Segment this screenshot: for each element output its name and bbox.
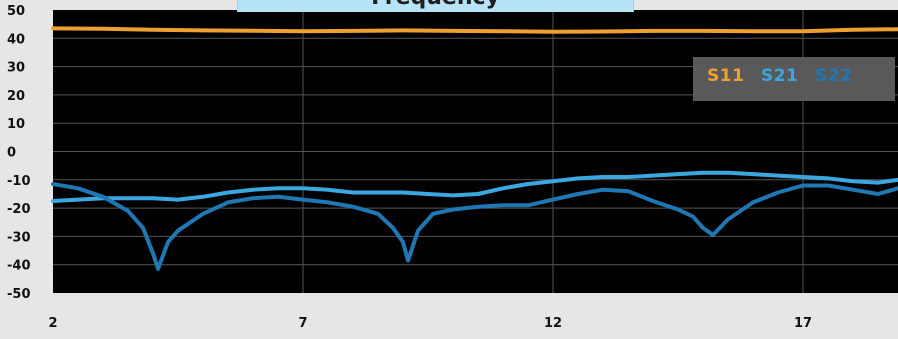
y-tick-label: 50 — [7, 4, 25, 19]
y-tick-label: -30 — [7, 230, 31, 245]
chart-title-box: Frequency — [237, 0, 634, 12]
x-tick-label: 12 — [544, 316, 562, 331]
x-tick-label: 7 — [298, 316, 307, 331]
y-tick-label: -20 — [7, 202, 31, 217]
y-tick-label: -10 — [7, 174, 31, 189]
legend-item-s22: S22 — [815, 66, 853, 86]
chart-title: Frequency — [238, 0, 633, 9]
y-tick-label: 40 — [7, 32, 25, 47]
y-tick-label: -40 — [7, 259, 31, 274]
y-tick-label: 10 — [7, 117, 25, 132]
legend-item-s21: S21 — [761, 66, 799, 86]
y-tick-label: 30 — [7, 61, 25, 76]
x-tick-label: 17 — [794, 316, 812, 331]
series-line-s11 — [51, 26, 898, 34]
series-line-s21 — [51, 170, 898, 203]
legend: S11 S21 S22 — [693, 57, 895, 101]
y-tick-label: 0 — [7, 146, 16, 161]
y-tick-label: 20 — [7, 89, 25, 104]
y-tick-label: -50 — [7, 287, 31, 302]
legend-item-s11: S11 — [707, 66, 745, 86]
x-tick-label: 2 — [48, 316, 57, 331]
series-line-s22 — [51, 182, 898, 271]
